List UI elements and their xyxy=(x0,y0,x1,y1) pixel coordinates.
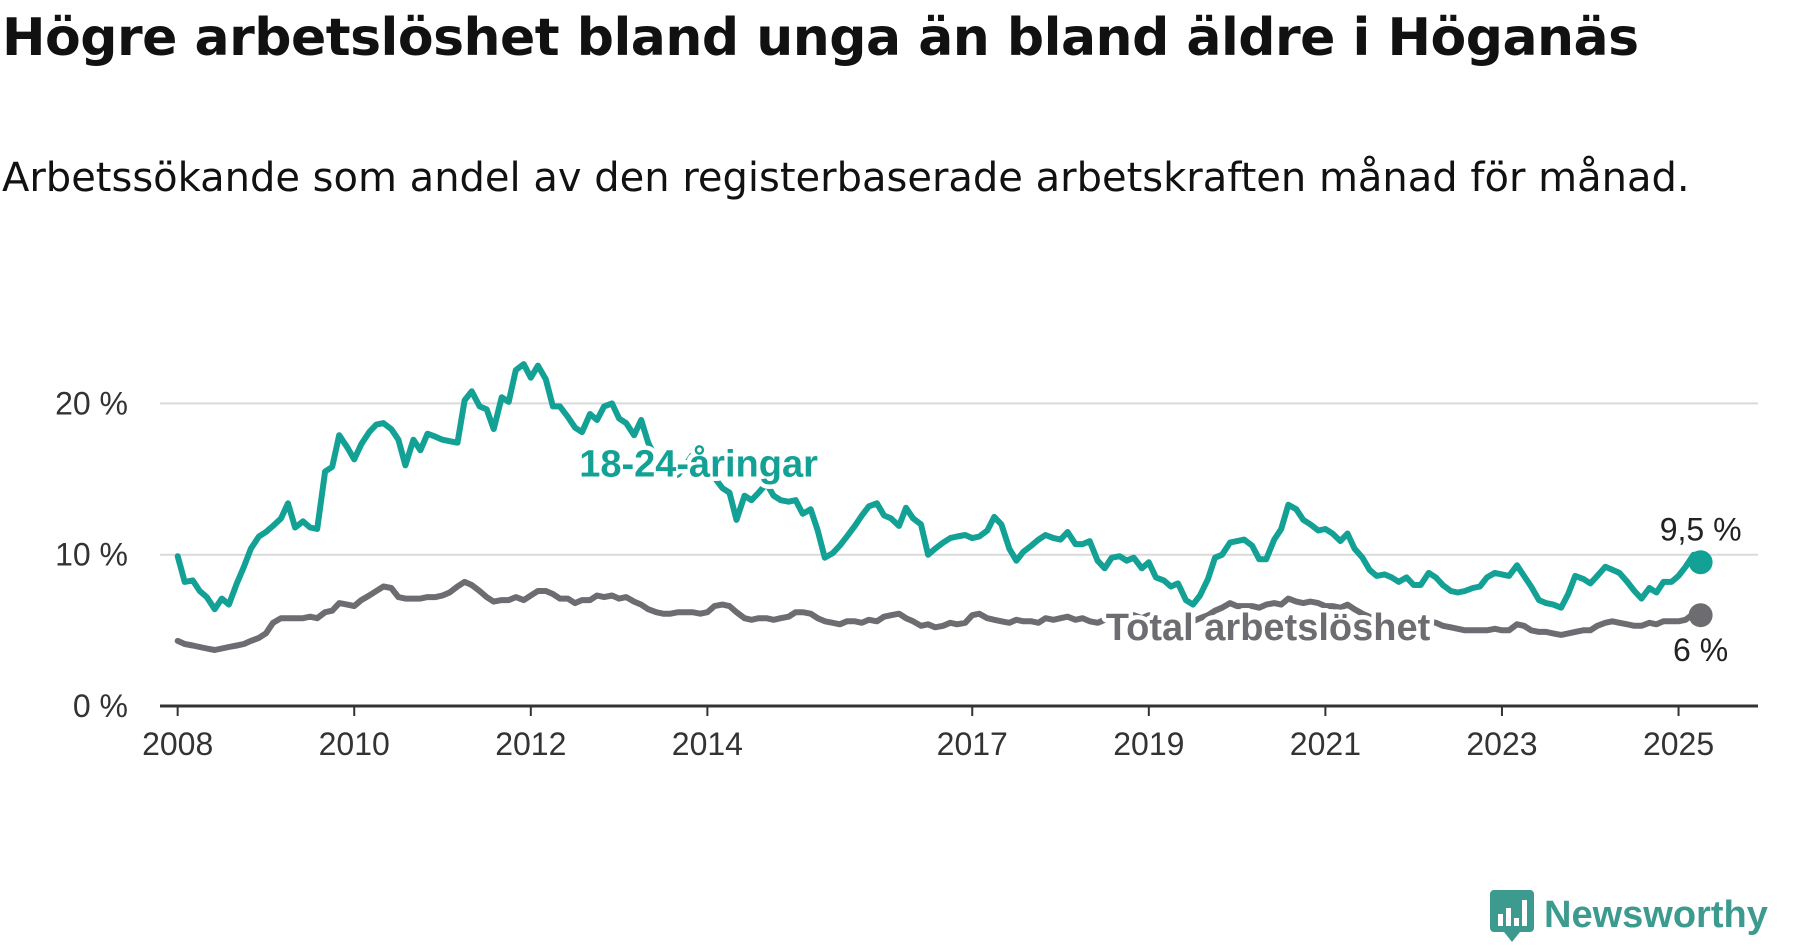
x-tick-label: 2021 xyxy=(1290,726,1361,762)
newsworthy-logo: Newsworthy xyxy=(1490,888,1768,942)
series-line-2 xyxy=(174,578,1704,653)
x-tick-label: 2023 xyxy=(1466,726,1537,762)
end-value-label: 6 % xyxy=(1673,632,1728,668)
x-tick-label: 2010 xyxy=(319,726,390,762)
chart-subtitle: Arbetssökande som andel av den registerb… xyxy=(2,155,1690,201)
x-axis: 2008 2010 2012 2014 2017 2019 2021 2023 2025 xyxy=(142,704,1758,762)
x-tick-label: 2012 xyxy=(495,726,566,762)
y-tick-label: 20 % xyxy=(55,385,128,421)
chart-title: Högre arbetslöshet bland unga än bland ä… xyxy=(2,8,1639,68)
x-tick-label: 2008 xyxy=(142,726,213,762)
annotations: 9,5 % 6 % 18-24-åringar Total arbetslöshet xyxy=(575,439,1742,668)
brand-name: Newsworthy xyxy=(1544,893,1768,936)
x-tick-label: 2025 xyxy=(1643,726,1714,762)
y-tick-label: 0 % xyxy=(73,688,128,724)
bar-chart-icon xyxy=(1490,890,1534,942)
series-lines xyxy=(174,361,1713,653)
y-tick-label: 10 % xyxy=(55,537,128,573)
gridlines xyxy=(160,402,1758,556)
series-end-point-1 xyxy=(1688,550,1713,575)
x-tick-label: 2017 xyxy=(937,726,1008,762)
series-label: Total arbetslöshet xyxy=(1106,607,1431,649)
x-tick-label: 2019 xyxy=(1113,726,1184,762)
x-tick-label: 2014 xyxy=(672,726,743,762)
series-label: 18-24-åringar xyxy=(579,443,818,485)
end-value-label: 9,5 % xyxy=(1660,511,1742,547)
series-line-1 xyxy=(174,361,1704,613)
series-end-point-2 xyxy=(1688,603,1713,628)
y-axis: 0 % 10 % 20 % xyxy=(55,385,128,724)
